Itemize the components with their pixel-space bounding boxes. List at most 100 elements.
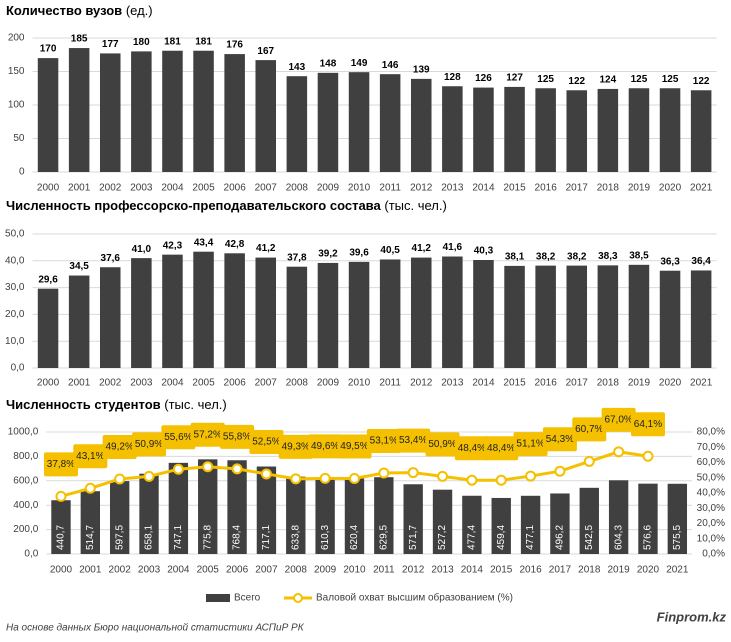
x-tick-label: 2011 [379,183,401,194]
x-tick-label: 2001 [68,378,91,389]
x-tick-label: 2004 [161,378,184,389]
bar [473,259,494,368]
y-tick-label: 30,0 [5,282,25,293]
x-tick-label: 2002 [99,378,122,389]
x-tick-label: 2021 [690,183,713,194]
bar-value-label: 38,1 [505,252,525,263]
y-tick-label: 600,0 [13,475,38,486]
y2-tick-label: 20,0% [697,518,725,529]
bar [379,259,401,368]
line-marker [143,470,155,482]
x-tick-label: 2006 [224,378,247,389]
line-value-label: 50,9% [135,439,163,450]
bar-value-label: 42,8 [225,239,245,250]
x-tick-label: 2000 [37,183,60,194]
chart-title: Численность профессорско-преподавательск… [6,198,447,213]
x-tick-label: 2016 [535,183,558,194]
x-tick-label: 2018 [597,183,620,194]
x-tick-label: 2013 [441,183,464,194]
x-tick-label: 2014 [472,183,495,194]
line-marker [202,461,214,473]
line-value-label: 43,1% [76,451,104,462]
line-marker [613,446,625,458]
bar [442,256,463,368]
bar [68,275,90,368]
bar [193,251,214,368]
line-value-label: 49,5% [340,441,368,452]
bar-value-label: 125 [537,74,554,85]
y-tick-label: 150 [8,66,25,77]
x-tick-label: 2016 [535,378,558,389]
bar [597,88,619,172]
bar-value-label: 34,5 [69,261,89,272]
line-value-label: 48,4% [458,443,486,454]
x-tick-label: 2018 [597,378,620,389]
source: На основе данных Бюро национальной стати… [6,623,305,634]
bar-value-label: 576,6 [643,525,654,550]
bar [37,58,59,172]
bar-value-label: 597,5 [114,525,125,550]
line-marker [466,474,478,486]
x-tick-label: 2020 [659,378,682,389]
label-box [630,412,665,437]
bar-value-label: 148 [320,58,337,69]
bar [659,270,681,368]
line-marker [495,474,507,486]
label-box [73,444,108,469]
bar-value-label: 717,1 [261,525,272,550]
bar-value-label: 440,7 [56,525,67,550]
bar [667,483,688,554]
line-marker [290,473,302,485]
legend-label: Всего [234,593,261,604]
x-tick-label: 2017 [566,378,589,389]
bar-value-label: 575,5 [672,525,683,550]
x-tick-label: 2021 [666,565,689,576]
label-box [513,432,548,457]
bar-value-label: 125 [662,74,679,85]
bar [638,483,658,554]
x-tick-label: 2021 [690,378,713,389]
x-tick-label: 2010 [343,565,366,576]
line-marker [525,470,537,482]
bar [410,78,432,172]
title: Численность профессорско-преподавательск… [6,198,381,213]
label-box [249,429,284,454]
bar [286,476,306,554]
bar [131,258,152,368]
x-tick-label: 2007 [255,565,278,576]
x-tick-label: 2017 [566,183,589,194]
x-tick-label: 2008 [286,183,309,194]
x-tick-label: 2005 [192,378,215,389]
bar-value-label: 143 [289,62,306,73]
line-marker [260,468,272,480]
label-box [132,432,167,457]
x-tick-label: 2015 [503,183,526,194]
bar-value-label: 39,2 [318,249,338,260]
bar-value-label: 768,4 [232,525,243,550]
bar-value-label: 125 [631,74,648,85]
bar-value-label: 38,3 [598,251,618,262]
y-tick-label: 0,0 [24,549,38,560]
line-marker [378,467,390,479]
bar [690,270,712,368]
line-value-label: 64,1% [634,419,662,430]
x-tick-label: 2000 [37,378,60,389]
bar [317,262,339,368]
x-tick-label: 2012 [402,565,425,576]
bar-value-label: 41,6 [443,242,463,253]
bar [139,473,159,554]
bar-value-label: 477,1 [525,525,536,550]
y-tick-label: 10,0 [5,336,25,347]
bar [473,87,494,172]
x-tick-label: 2010 [348,378,371,389]
y-tick-label: 0,0 [11,363,25,374]
line-marker [55,490,67,502]
line-value-label: 67,0% [604,414,632,425]
bar-value-label: 775,8 [202,525,213,550]
y-tick-label: 0 [19,167,25,178]
bar [286,76,308,172]
x-tick-label: 2002 [109,565,132,576]
label-box [102,434,137,459]
label-box [220,424,255,449]
bar [131,51,152,172]
